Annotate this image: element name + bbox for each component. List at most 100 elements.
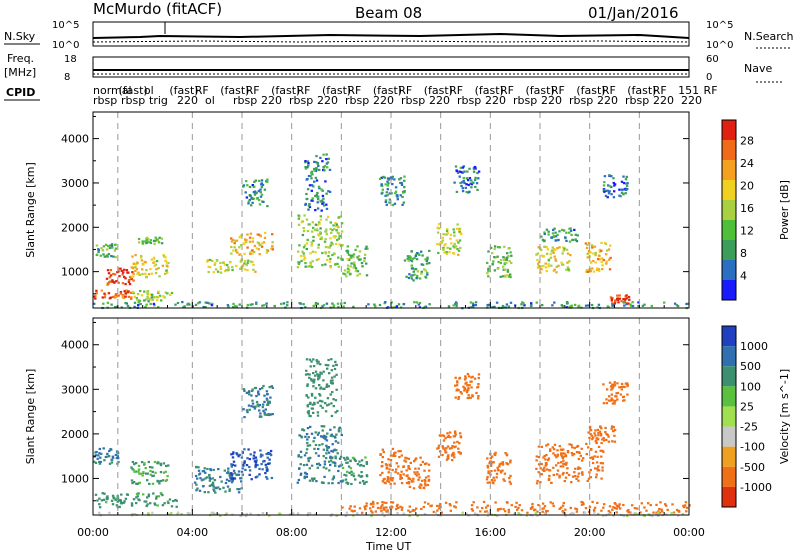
- data-pixel: [455, 302, 458, 305]
- data-pixel: [108, 246, 112, 250]
- data-pixel: [334, 221, 337, 225]
- data-pixel: [112, 295, 115, 298]
- data-pixel: [467, 375, 471, 378]
- data-pixel: [333, 375, 336, 378]
- data-pixel: [537, 471, 540, 474]
- data-pixel: [549, 253, 552, 256]
- data-pixel: [553, 443, 557, 446]
- data-pixel: [307, 396, 310, 399]
- data-pixel: [307, 208, 310, 211]
- colorbar-swatch: [722, 160, 736, 180]
- data-pixel: [417, 473, 420, 476]
- data-pixel: [552, 452, 555, 455]
- data-pixel: [323, 475, 326, 478]
- data-pixel: [136, 482, 139, 485]
- data-pixel: [356, 256, 359, 259]
- data-pixel: [378, 303, 382, 307]
- data-pixel: [413, 273, 416, 276]
- data-pixel: [328, 168, 332, 171]
- data-pixel: [135, 296, 138, 300]
- data-pixel: [563, 247, 566, 250]
- data-pixel: [299, 473, 302, 476]
- data-pixel: [399, 177, 403, 180]
- data-pixel: [144, 272, 147, 275]
- data-pixel: [306, 238, 309, 241]
- data-pixel: [114, 247, 118, 250]
- data-pixel: [594, 434, 597, 437]
- data-pixel: [311, 221, 314, 224]
- data-pixel: [491, 252, 494, 255]
- data-pixel: [554, 248, 557, 251]
- data-pixel: [305, 448, 309, 451]
- data-pixel: [446, 435, 449, 439]
- data-pixel: [212, 488, 215, 491]
- data-pixel: [560, 452, 563, 455]
- data-pixel: [230, 478, 233, 481]
- data-pixel: [591, 267, 594, 270]
- data-pixel: [255, 247, 259, 250]
- data-pixel: [382, 175, 385, 178]
- data-pixel: [688, 504, 691, 507]
- colorbar-tick-label: 100: [740, 380, 761, 393]
- data-pixel: [352, 475, 356, 478]
- data-pixel: [424, 269, 427, 272]
- data-pixel: [343, 273, 347, 276]
- data-pixel: [386, 194, 389, 197]
- data-pixel: [316, 201, 319, 204]
- data-pixel: [306, 444, 310, 447]
- data-pixel: [246, 261, 249, 265]
- data-pixel: [386, 177, 390, 180]
- data-pixel: [449, 504, 452, 507]
- data-pixel: [253, 180, 256, 183]
- data-pixel: [556, 454, 559, 457]
- data-pixel: [365, 245, 368, 248]
- data-pixel: [310, 265, 314, 269]
- data-pixel: [564, 476, 568, 479]
- data-pixel: [132, 275, 135, 278]
- data-pixel: [468, 177, 472, 180]
- data-pixel: [593, 506, 597, 509]
- data-pixel: [601, 438, 604, 441]
- data-pixel: [228, 474, 231, 477]
- data-pixel: [502, 508, 505, 511]
- cpid-label-lower: 220: [373, 94, 394, 107]
- data-pixel: [258, 409, 261, 412]
- data-pixel: [335, 449, 338, 452]
- data-pixel: [303, 454, 307, 457]
- data-pixel: [302, 303, 305, 306]
- data-pixel: [616, 382, 619, 385]
- data-pixel: [329, 379, 333, 382]
- data-pixel: [316, 433, 320, 436]
- data-pixel: [358, 507, 362, 510]
- data-pixel: [536, 479, 539, 483]
- data-pixel: [540, 248, 543, 251]
- data-pixel: [260, 183, 263, 186]
- data-pixel: [258, 253, 261, 256]
- data-pixel: [577, 479, 580, 482]
- data-pixel: [423, 306, 427, 309]
- data-pixel: [213, 489, 216, 492]
- data-pixel: [313, 477, 316, 480]
- data-pixel: [408, 258, 411, 261]
- data-pixel: [323, 434, 326, 437]
- data-pixel: [337, 265, 340, 268]
- data-pixel: [608, 185, 612, 188]
- x-tick-label: 16:00: [474, 526, 506, 539]
- data-pixel: [503, 479, 506, 482]
- data-pixel: [609, 256, 612, 259]
- data-pixel: [573, 228, 576, 231]
- data-pixel: [629, 511, 632, 514]
- data-pixel: [337, 441, 340, 444]
- colorbar-swatch: [722, 486, 736, 507]
- data-pixel: [248, 198, 251, 202]
- data-pixel: [575, 240, 579, 243]
- data-pixel: [304, 265, 307, 268]
- data-pixel: [535, 253, 538, 256]
- data-pixel: [147, 493, 151, 496]
- data-pixel: [161, 479, 165, 482]
- data-pixel: [148, 466, 152, 469]
- data-pixel: [157, 267, 160, 270]
- data-pixel: [492, 476, 495, 479]
- data-pixel: [286, 304, 289, 307]
- data-pixel: [436, 242, 439, 246]
